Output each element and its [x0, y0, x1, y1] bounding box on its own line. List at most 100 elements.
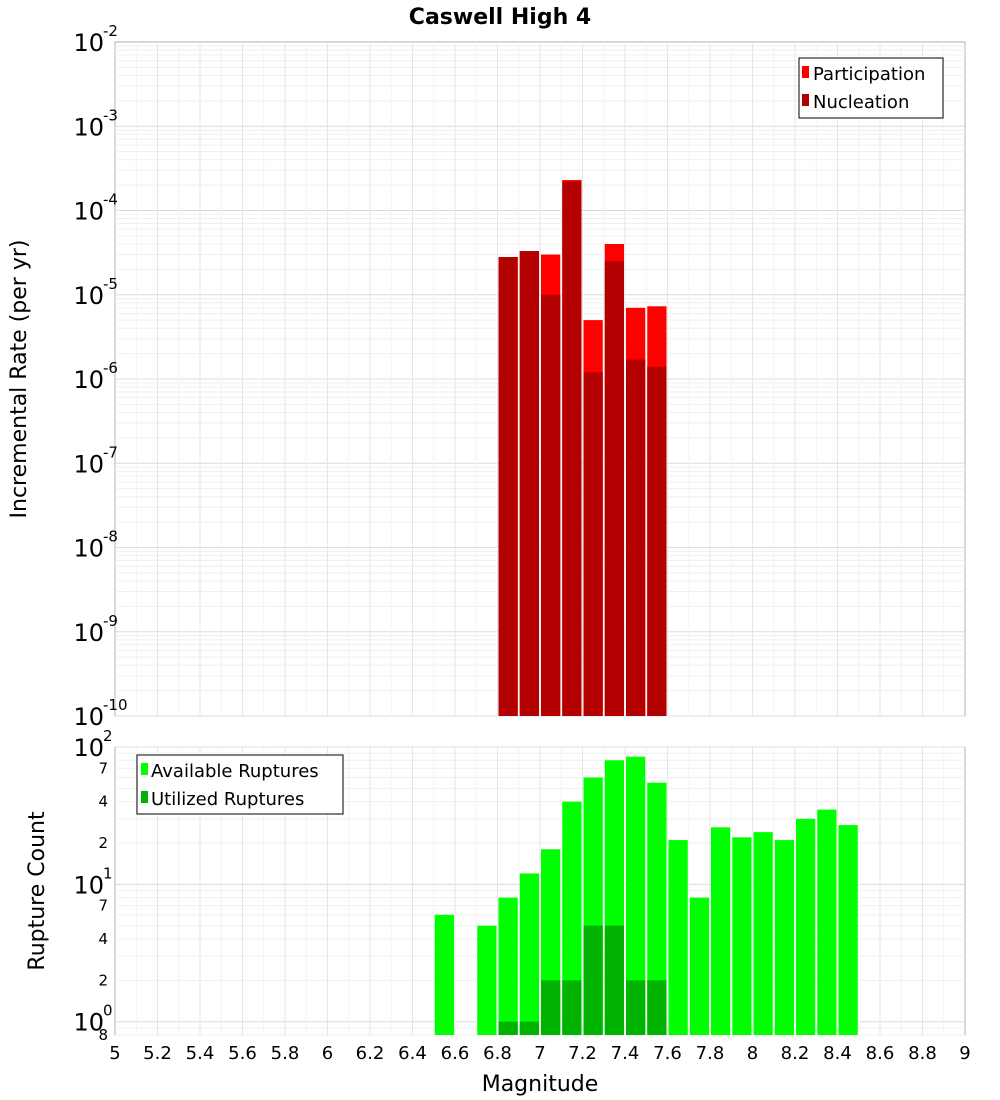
available-bar [711, 827, 731, 1035]
count-legend[interactable]: Available Ruptures Utilized Ruptures [136, 754, 344, 815]
chart-title: Caswell High 4 [409, 5, 591, 30]
count-y-minor-label: 7 [98, 759, 108, 777]
x-tick-label: 8.2 [781, 1043, 810, 1064]
utilized-bar [583, 925, 603, 1035]
x-tick-label: 7.6 [653, 1043, 682, 1064]
rate-y-tick-exponent: -2 [103, 22, 118, 40]
rate-y-tick-exponent: -5 [103, 275, 118, 293]
utilized-bar [647, 980, 667, 1035]
count-y-minor-label: 4 [98, 930, 108, 948]
nucleation-bar [647, 366, 667, 716]
nucleation-bar [498, 257, 518, 716]
rate-legend[interactable]: Participation Nucleation [798, 57, 944, 119]
nucleation-bar [562, 181, 582, 717]
count-y-tick-exponent: 1 [103, 864, 113, 882]
x-tick-label: 7.4 [611, 1043, 640, 1064]
available-bar [668, 840, 688, 1035]
rate-y-tick-label: 10 [73, 535, 104, 563]
nucleation-bars [498, 181, 667, 717]
rate-y-tick-exponent: -4 [103, 191, 118, 209]
x-tick-label: 6.8 [483, 1043, 512, 1064]
available-bar [774, 840, 794, 1035]
legend-available: Available Ruptures [151, 761, 319, 782]
utilized-bar [562, 980, 582, 1035]
x-tick-label: 5.8 [271, 1043, 300, 1064]
available-bars [434, 756, 858, 1035]
rate-y-axis-label: Incremental Rate (per yr) [7, 240, 32, 519]
rate-y-tick-label: 10 [73, 198, 104, 226]
available-bar [753, 832, 773, 1035]
x-tick-label: 5.2 [143, 1043, 172, 1064]
rate-y-tick-exponent: -7 [103, 443, 118, 461]
nucleation-bar [626, 359, 646, 716]
available-bar [796, 818, 816, 1035]
available-bar [477, 925, 497, 1035]
rate-y-tick-label: 10 [73, 282, 104, 310]
available-bar [562, 801, 582, 1035]
rate-y-tick-exponent: -8 [103, 528, 118, 546]
x-axis-label: Magnitude [482, 1072, 599, 1097]
count-y-minor-label: 2 [98, 971, 108, 989]
available-bar [838, 825, 858, 1035]
rate-y-tick-exponent: -6 [103, 359, 118, 377]
nucleation-bar [604, 261, 624, 716]
utilized-bar [498, 1021, 518, 1035]
count-y-tick-label: 10 [73, 734, 104, 762]
utilized-bar [519, 1021, 539, 1035]
nucleation-bar [541, 294, 561, 716]
rate-y-tick-exponent: -3 [103, 106, 118, 124]
count-legend-box [136, 754, 344, 815]
nucleation-bar [583, 372, 603, 716]
available-swatch [141, 763, 148, 775]
available-bar [817, 809, 837, 1035]
x-tick-label: 6 [322, 1043, 333, 1064]
count-y-minor-label: 7 [98, 897, 108, 915]
x-tick-label: 5 [109, 1043, 120, 1064]
count-y-axis-label: Rupture Count [25, 811, 50, 971]
rate-y-tick-label: 10 [73, 113, 104, 141]
count-y-tick-exponent: 0 [103, 1002, 113, 1020]
rate-grid [115, 42, 965, 717]
available-bar [434, 914, 454, 1035]
rate-y-ticks: 10-210-310-410-510-610-710-810-910-10 [73, 22, 127, 731]
legend-participation: Participation [813, 64, 925, 85]
utilized-bars [498, 925, 667, 1035]
participation-swatch [802, 66, 809, 78]
available-bar [519, 873, 539, 1035]
available-bar [626, 756, 646, 1035]
x-tick-label: 6.6 [441, 1043, 470, 1064]
rate-y-tick-exponent: -10 [103, 696, 128, 714]
legend-utilized: Utilized Ruptures [151, 789, 304, 810]
x-tick-label: 8.8 [908, 1043, 937, 1064]
count-y-minor-label: 2 [98, 834, 108, 852]
available-bar [689, 897, 709, 1035]
x-tick-label: 8.4 [823, 1043, 852, 1064]
rate-y-tick-label: 10 [73, 619, 104, 647]
rate-y-tick-label: 10 [73, 703, 104, 731]
x-tick-label: 8.6 [866, 1043, 895, 1064]
rate-y-tick-label: 10 [73, 29, 104, 57]
x-tick-label: 6.2 [356, 1043, 385, 1064]
count-y-tick-label: 10 [73, 871, 104, 899]
x-tick-label: 7 [534, 1043, 545, 1064]
x-tick-label: 7.2 [568, 1043, 597, 1064]
x-tick-label: 5.6 [228, 1043, 257, 1064]
x-tick-label: 6.4 [398, 1043, 427, 1064]
count-y-minor-label: 8 [98, 1026, 108, 1044]
utilized-bar [626, 980, 646, 1035]
rate-y-tick-label: 10 [73, 450, 104, 478]
count-y-tick-exponent: 2 [103, 727, 113, 745]
utilized-bar [541, 980, 561, 1035]
utilized-bar [604, 925, 624, 1035]
rate-legend-box [798, 57, 944, 119]
available-bar [498, 897, 518, 1035]
x-tick-label: 8 [747, 1043, 758, 1064]
rate-y-tick-label: 10 [73, 366, 104, 394]
count-y-tick-label: 10 [73, 1009, 104, 1037]
available-bar [647, 782, 667, 1035]
x-tick-label: 9 [959, 1043, 970, 1064]
legend-nucleation: Nucleation [813, 92, 909, 113]
